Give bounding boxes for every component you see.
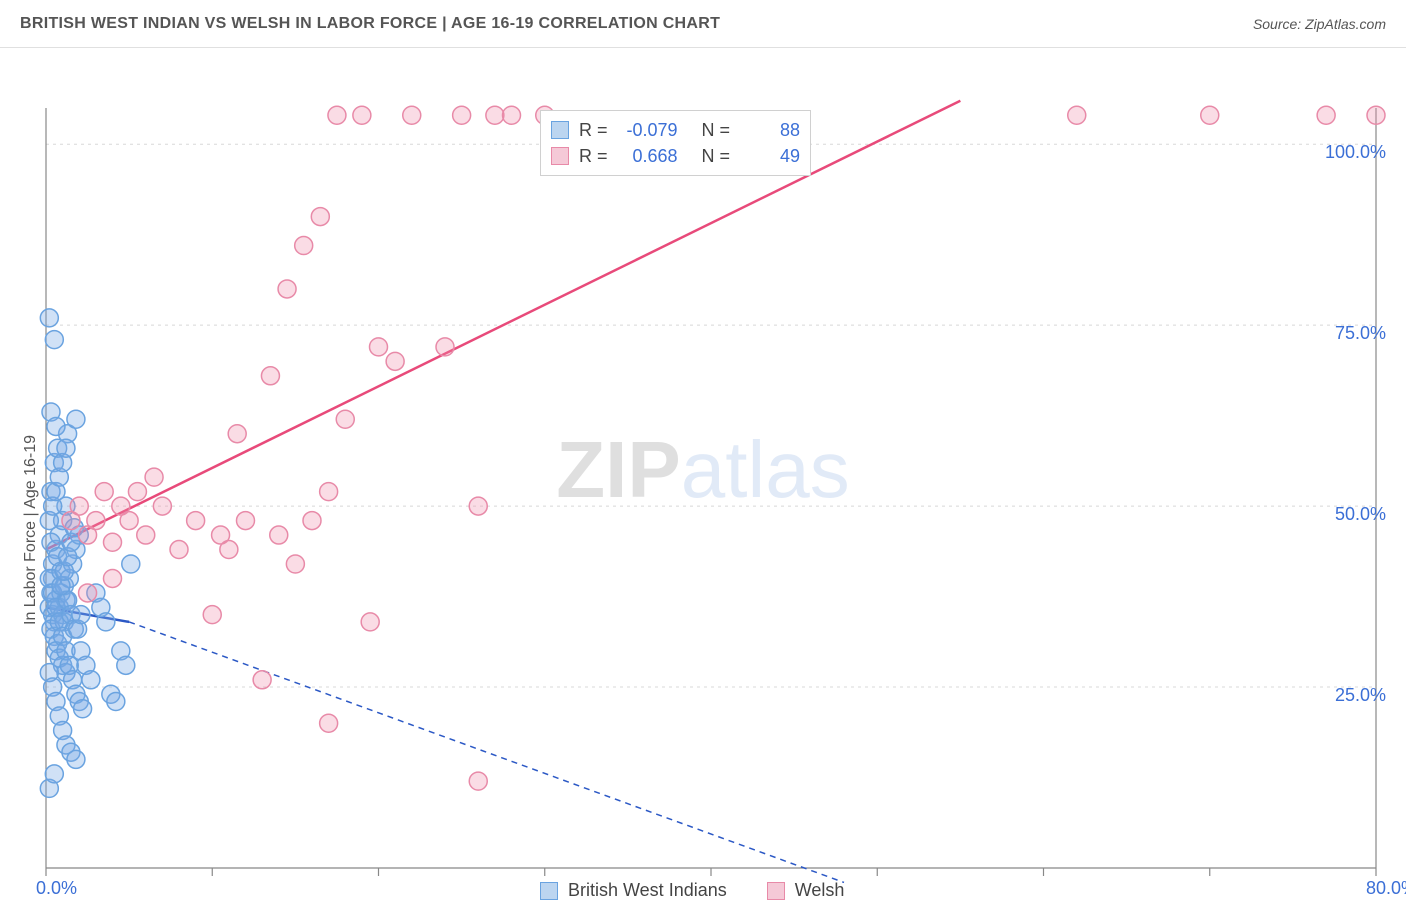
- series-legend-item: British West Indians: [540, 880, 727, 901]
- chart-source: Source: ZipAtlas.com: [1253, 16, 1386, 32]
- x-tick-label: 0.0%: [36, 878, 77, 899]
- x-tick-label: 80.0%: [1366, 878, 1406, 899]
- series-name: Welsh: [795, 880, 845, 901]
- correlation-legend: R = -0.079 N = 88 R = 0.668 N = 49: [540, 110, 811, 176]
- series-name: British West Indians: [568, 880, 727, 901]
- source-prefix: Source:: [1253, 16, 1305, 32]
- series-legend-item: Welsh: [767, 880, 845, 901]
- chart-title: BRITISH WEST INDIAN VS WELSH IN LABOR FO…: [20, 15, 720, 33]
- legend-n-value: 88: [740, 120, 800, 141]
- legend-swatch: [551, 121, 569, 139]
- legend-n-value: 49: [740, 146, 800, 167]
- legend-r-label: R =: [579, 146, 608, 167]
- legend-swatch: [551, 147, 569, 165]
- legend-r-value: 0.668: [618, 146, 678, 167]
- chart-area: ZIPatlas In Labor Force | Age 16-19 R =-…: [0, 48, 1406, 892]
- y-tick-label: 25.0%: [1335, 685, 1386, 706]
- y-tick-label: 75.0%: [1335, 323, 1386, 344]
- series-legend: British West Indians Welsh: [540, 880, 844, 901]
- y-tick-label: 50.0%: [1335, 504, 1386, 525]
- chart-header: BRITISH WEST INDIAN VS WELSH IN LABOR FO…: [0, 0, 1406, 48]
- legend-row: R = -0.079 N = 88: [551, 117, 800, 143]
- legend-swatch: [540, 882, 558, 900]
- legend-r-label: R =: [579, 120, 608, 141]
- y-axis-label: In Labor Force | Age 16-19: [22, 435, 40, 625]
- source-name: ZipAtlas.com: [1305, 16, 1386, 32]
- legend-n-label: N =: [702, 120, 731, 141]
- legend-r-value: -0.079: [618, 120, 678, 141]
- legend-n-label: N =: [702, 146, 731, 167]
- y-tick-label: 100.0%: [1325, 142, 1386, 163]
- legend-row: R = 0.668 N = 49: [551, 143, 800, 169]
- legend-swatch: [767, 882, 785, 900]
